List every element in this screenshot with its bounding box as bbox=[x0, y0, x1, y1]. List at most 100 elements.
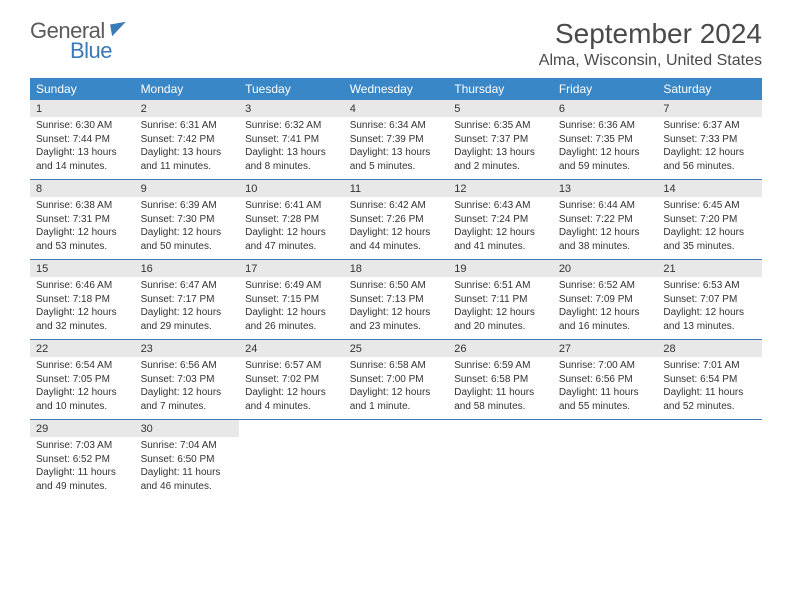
day-details: Sunrise: 7:03 AMSunset: 6:52 PMDaylight:… bbox=[30, 437, 135, 499]
sunrise: Sunrise: 6:35 AM bbox=[454, 119, 547, 133]
sunset: Sunset: 7:26 PM bbox=[350, 213, 443, 227]
sunset: Sunset: 7:39 PM bbox=[350, 133, 443, 147]
daylight-l1: Daylight: 11 hours bbox=[663, 386, 756, 400]
daylight-l1: Daylight: 12 hours bbox=[454, 306, 547, 320]
daylight-l1: Daylight: 12 hours bbox=[245, 226, 338, 240]
daylight-l2: and 20 minutes. bbox=[454, 320, 547, 334]
day-number: 22 bbox=[30, 340, 135, 357]
day-number: 4 bbox=[344, 100, 449, 117]
sunrise: Sunrise: 6:42 AM bbox=[350, 199, 443, 213]
day-details: Sunrise: 6:39 AMSunset: 7:30 PMDaylight:… bbox=[135, 197, 240, 259]
day-number: 15 bbox=[30, 260, 135, 277]
daylight-l1: Daylight: 12 hours bbox=[663, 226, 756, 240]
weekday-tuesday: Tuesday bbox=[239, 78, 344, 100]
daynum-row: 15161718192021 bbox=[30, 260, 762, 277]
day-details: Sunrise: 6:57 AMSunset: 7:02 PMDaylight:… bbox=[239, 357, 344, 419]
day-details: Sunrise: 7:01 AMSunset: 6:54 PMDaylight:… bbox=[657, 357, 762, 419]
sunrise: Sunrise: 7:00 AM bbox=[559, 359, 652, 373]
sunrise: Sunrise: 6:38 AM bbox=[36, 199, 129, 213]
daylight-l2: and 49 minutes. bbox=[36, 480, 129, 494]
sunset: Sunset: 7:37 PM bbox=[454, 133, 547, 147]
day-details: Sunrise: 6:32 AMSunset: 7:41 PMDaylight:… bbox=[239, 117, 344, 179]
day-number: 6 bbox=[553, 100, 658, 117]
day-details: Sunrise: 6:34 AMSunset: 7:39 PMDaylight:… bbox=[344, 117, 449, 179]
day-details: Sunrise: 6:41 AMSunset: 7:28 PMDaylight:… bbox=[239, 197, 344, 259]
sunrise: Sunrise: 6:36 AM bbox=[559, 119, 652, 133]
day-details bbox=[553, 437, 658, 499]
weekday-friday: Friday bbox=[553, 78, 658, 100]
day-number: 24 bbox=[239, 340, 344, 357]
day-number: 10 bbox=[239, 180, 344, 197]
daylight-l1: Daylight: 12 hours bbox=[245, 386, 338, 400]
sunset: Sunset: 7:00 PM bbox=[350, 373, 443, 387]
day-details: Sunrise: 6:54 AMSunset: 7:05 PMDaylight:… bbox=[30, 357, 135, 419]
sunset: Sunset: 7:42 PM bbox=[141, 133, 234, 147]
daylight-l1: Daylight: 11 hours bbox=[454, 386, 547, 400]
day-number: 26 bbox=[448, 340, 553, 357]
daynum-row: 2930 bbox=[30, 420, 762, 437]
day-number: 18 bbox=[344, 260, 449, 277]
daylight-l2: and 10 minutes. bbox=[36, 400, 129, 414]
sunrise: Sunrise: 6:43 AM bbox=[454, 199, 547, 213]
daylight-l1: Daylight: 12 hours bbox=[141, 306, 234, 320]
daylight-l1: Daylight: 13 hours bbox=[36, 146, 129, 160]
daylight-l1: Daylight: 13 hours bbox=[454, 146, 547, 160]
day-number: 21 bbox=[657, 260, 762, 277]
daylight-l2: and 53 minutes. bbox=[36, 240, 129, 254]
weekday-saturday: Saturday bbox=[657, 78, 762, 100]
sunset: Sunset: 7:09 PM bbox=[559, 293, 652, 307]
sunrise: Sunrise: 6:37 AM bbox=[663, 119, 756, 133]
day-details: Sunrise: 6:37 AMSunset: 7:33 PMDaylight:… bbox=[657, 117, 762, 179]
sunset: Sunset: 7:44 PM bbox=[36, 133, 129, 147]
sunset: Sunset: 7:13 PM bbox=[350, 293, 443, 307]
daynum-row: 1234567 bbox=[30, 100, 762, 117]
daylight-l2: and 59 minutes. bbox=[559, 160, 652, 174]
day-number: 29 bbox=[30, 420, 135, 437]
sunrise: Sunrise: 6:51 AM bbox=[454, 279, 547, 293]
daylight-l2: and 8 minutes. bbox=[245, 160, 338, 174]
day-details: Sunrise: 6:36 AMSunset: 7:35 PMDaylight:… bbox=[553, 117, 658, 179]
day-number: 30 bbox=[135, 420, 240, 437]
daylight-l2: and 44 minutes. bbox=[350, 240, 443, 254]
day-details: Sunrise: 6:46 AMSunset: 7:18 PMDaylight:… bbox=[30, 277, 135, 339]
location: Alma, Wisconsin, United States bbox=[539, 52, 762, 70]
daylight-l2: and 2 minutes. bbox=[454, 160, 547, 174]
daylight-l1: Daylight: 12 hours bbox=[454, 226, 547, 240]
day-number: 7 bbox=[657, 100, 762, 117]
daylight-l2: and 41 minutes. bbox=[454, 240, 547, 254]
logo-blue: Blue bbox=[70, 38, 112, 64]
daylight-l2: and 50 minutes. bbox=[141, 240, 234, 254]
day-number: 17 bbox=[239, 260, 344, 277]
sunset: Sunset: 7:02 PM bbox=[245, 373, 338, 387]
daylight-l1: Daylight: 12 hours bbox=[245, 306, 338, 320]
sunrise: Sunrise: 6:49 AM bbox=[245, 279, 338, 293]
sunset: Sunset: 7:07 PM bbox=[663, 293, 756, 307]
day-details: Sunrise: 6:38 AMSunset: 7:31 PMDaylight:… bbox=[30, 197, 135, 259]
sunset: Sunset: 7:03 PM bbox=[141, 373, 234, 387]
daylight-l1: Daylight: 12 hours bbox=[350, 306, 443, 320]
detail-row: Sunrise: 6:38 AMSunset: 7:31 PMDaylight:… bbox=[30, 197, 762, 259]
daylight-l1: Daylight: 11 hours bbox=[36, 466, 129, 480]
sunrise: Sunrise: 6:30 AM bbox=[36, 119, 129, 133]
sunset: Sunset: 7:28 PM bbox=[245, 213, 338, 227]
daylight-l2: and 47 minutes. bbox=[245, 240, 338, 254]
daylight-l2: and 13 minutes. bbox=[663, 320, 756, 334]
day-number bbox=[344, 420, 449, 437]
day-number: 8 bbox=[30, 180, 135, 197]
sunset: Sunset: 7:24 PM bbox=[454, 213, 547, 227]
day-number bbox=[448, 420, 553, 437]
day-number: 23 bbox=[135, 340, 240, 357]
detail-row: Sunrise: 7:03 AMSunset: 6:52 PMDaylight:… bbox=[30, 437, 762, 499]
day-details: Sunrise: 6:59 AMSunset: 6:58 PMDaylight:… bbox=[448, 357, 553, 419]
daylight-l2: and 16 minutes. bbox=[559, 320, 652, 334]
sunset: Sunset: 7:20 PM bbox=[663, 213, 756, 227]
day-number bbox=[553, 420, 658, 437]
daylight-l2: and 1 minute. bbox=[350, 400, 443, 414]
day-details: Sunrise: 7:00 AMSunset: 6:56 PMDaylight:… bbox=[553, 357, 658, 419]
day-details bbox=[657, 437, 762, 499]
day-details: Sunrise: 6:47 AMSunset: 7:17 PMDaylight:… bbox=[135, 277, 240, 339]
daylight-l1: Daylight: 12 hours bbox=[350, 386, 443, 400]
daylight-l1: Daylight: 13 hours bbox=[245, 146, 338, 160]
sunrise: Sunrise: 6:57 AM bbox=[245, 359, 338, 373]
sunrise: Sunrise: 6:34 AM bbox=[350, 119, 443, 133]
